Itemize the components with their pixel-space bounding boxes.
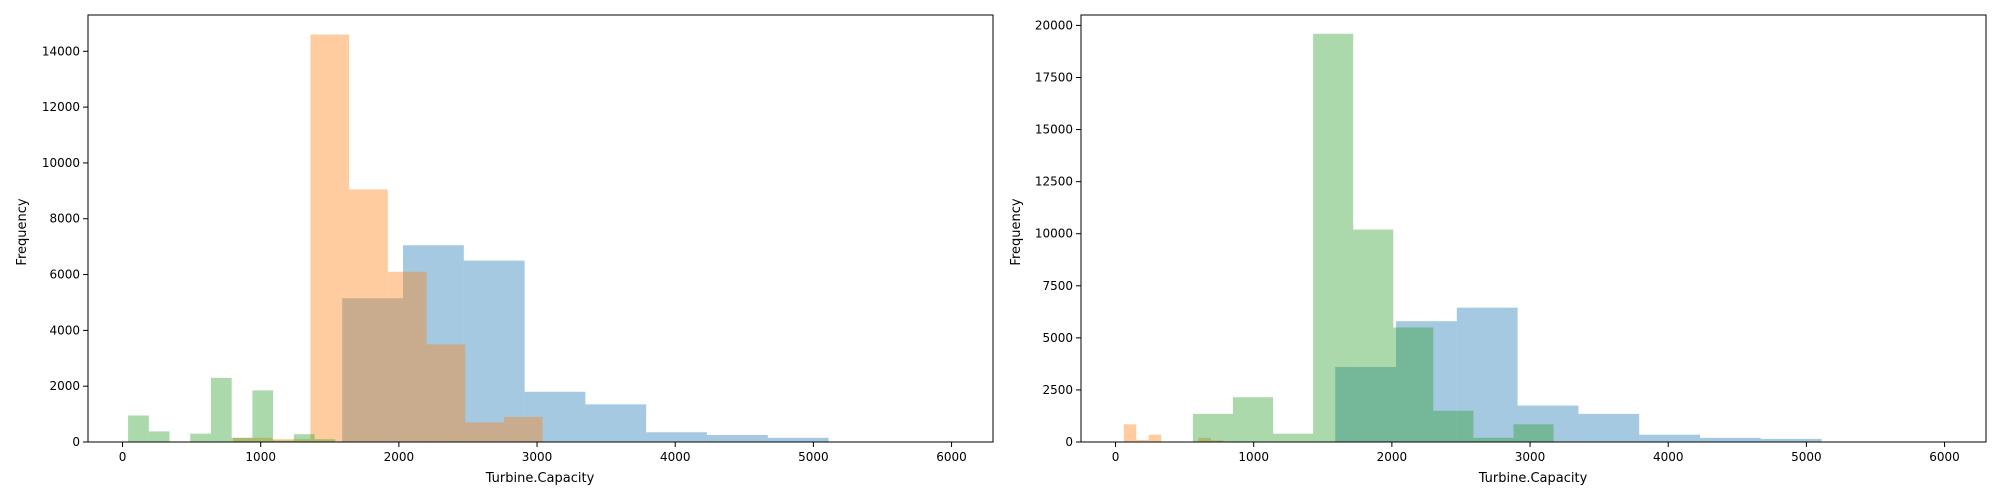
left-y-tick-label-1: 2000 bbox=[49, 379, 80, 393]
left-series-2-bar-5 bbox=[252, 390, 274, 442]
right-series-2-bar-4 bbox=[1353, 229, 1394, 442]
right-series-2-bar-2 bbox=[1273, 433, 1314, 442]
right-series-2-bar-1 bbox=[1232, 397, 1274, 442]
right-series-1-bar-1 bbox=[1136, 439, 1149, 442]
right-series-1-bar-5 bbox=[1210, 440, 1224, 442]
right-series-2-bar-0 bbox=[1192, 413, 1233, 442]
right-series-2-bar-5 bbox=[1393, 327, 1434, 442]
left-series-1-bar-1 bbox=[271, 439, 311, 442]
right-series-2-bar-8 bbox=[1513, 424, 1554, 442]
left-axes-frame bbox=[87, 14, 994, 443]
left-series-1-bar-4 bbox=[387, 271, 427, 442]
left-y-tick-label-0: 0 bbox=[72, 435, 80, 449]
right-series-0-bar-0 bbox=[1335, 367, 1397, 442]
right-series-2-bar-3 bbox=[1313, 33, 1354, 442]
left-y-tick-label-7: 14000 bbox=[42, 44, 80, 58]
left-series-2-bar-1 bbox=[148, 431, 170, 442]
left-x-axis-label: Turbine.Capacity bbox=[485, 471, 595, 486]
right-x-axis-label: Turbine.Capacity bbox=[1478, 471, 1588, 486]
right-y-tick-label-8: 20000 bbox=[1035, 18, 1073, 32]
left-series-2-bar-4 bbox=[231, 437, 253, 442]
left-y-tick-label-3: 6000 bbox=[49, 268, 80, 282]
right-series-0-bar-6 bbox=[1699, 437, 1761, 442]
left-series-1-bar-7 bbox=[503, 416, 543, 442]
right-y-tick-label-7: 17500 bbox=[1035, 70, 1073, 84]
left-x-tick-label-0: 0 bbox=[119, 450, 127, 464]
right-x-tick-label-5: 5000 bbox=[1791, 450, 1822, 464]
left-series-2-bar-3 bbox=[210, 377, 232, 442]
right-series-0-bar-2 bbox=[1456, 307, 1518, 442]
right-series-0-bar-4 bbox=[1578, 413, 1640, 442]
left-series-1-bar-5 bbox=[426, 344, 466, 442]
left-series-0-bar-6 bbox=[706, 435, 768, 442]
left-series-1-bar-0 bbox=[233, 437, 272, 442]
right-y-tick-label-1: 2500 bbox=[1042, 383, 1073, 397]
left-y-tick-label-5: 10000 bbox=[42, 156, 80, 170]
right-series-0-bar-3 bbox=[1517, 405, 1579, 442]
left-y-tick-label-4: 8000 bbox=[49, 212, 80, 226]
left-x-tick-label-4: 4000 bbox=[660, 450, 691, 464]
left-y-axis-label: Frequency bbox=[15, 198, 30, 265]
left-series-2-bar-2 bbox=[190, 433, 211, 442]
left-series-1-bar-2 bbox=[310, 34, 350, 442]
left-series-0-bar-0 bbox=[342, 298, 404, 442]
left-histogram-panel: Frequency Turbine.Capacity 0 1000 2000 3000… bbox=[15, 14, 994, 486]
right-y-tick-label-0: 0 bbox=[1065, 435, 1073, 449]
left-y-tick-label-2: 4000 bbox=[49, 323, 80, 337]
right-x-tick-label-4: 4000 bbox=[1653, 450, 1684, 464]
right-series-1-bar-2 bbox=[1148, 434, 1162, 442]
right-x-tick-label-2: 2000 bbox=[1377, 450, 1408, 464]
right-y-tick-label-3: 7500 bbox=[1042, 279, 1073, 293]
right-y-tick-label-6: 15000 bbox=[1035, 123, 1073, 137]
left-series-0-bar-4 bbox=[585, 404, 647, 442]
right-y-tick-label-5: 12500 bbox=[1035, 175, 1073, 189]
right-x-tick-label-1: 1000 bbox=[1238, 450, 1269, 464]
left-series-1-bar-3 bbox=[349, 189, 388, 442]
left-x-tick-label-3: 3000 bbox=[522, 450, 553, 464]
left-series-0-bar-2 bbox=[463, 260, 525, 442]
right-series-0-bar-1 bbox=[1396, 321, 1457, 442]
left-series-2-bar-8 bbox=[314, 439, 336, 442]
left-series-0-bar-1 bbox=[403, 245, 464, 442]
left-x-tick-label-1: 1000 bbox=[245, 450, 276, 464]
left-series-2-bar-6 bbox=[273, 440, 294, 442]
right-series-1-bar-4 bbox=[1198, 437, 1211, 442]
right-x-tick-label-0: 0 bbox=[1112, 450, 1120, 464]
right-y-axis-label: Frequency bbox=[1009, 198, 1024, 265]
right-y-tick-label-4: 10000 bbox=[1035, 227, 1073, 241]
left-series-0-bar-5 bbox=[646, 432, 707, 442]
right-series-0-bar-5 bbox=[1639, 434, 1700, 442]
right-series-2-bar-6 bbox=[1433, 410, 1474, 442]
left-series-0-bar-7 bbox=[767, 437, 829, 442]
left-series-0-bar-3 bbox=[524, 391, 586, 442]
left-series-2-bar-0 bbox=[128, 415, 149, 442]
right-series-0-bar-7 bbox=[1760, 438, 1822, 442]
right-histogram-panel: Frequency Turbine.Capacity 0 1000 2000 3000… bbox=[1009, 14, 1987, 486]
left-y-tick-label-6: 12000 bbox=[42, 100, 80, 114]
right-axes-frame bbox=[1080, 14, 1987, 443]
left-x-tick-label-6: 6000 bbox=[936, 450, 967, 464]
right-x-tick-label-6: 6000 bbox=[1929, 450, 1960, 464]
left-x-tick-label-2: 2000 bbox=[384, 450, 415, 464]
right-x-tick-label-3: 3000 bbox=[1515, 450, 1546, 464]
right-series-1-bar-0 bbox=[1123, 424, 1137, 442]
right-series-2-bar-7 bbox=[1473, 437, 1514, 442]
left-x-tick-label-5: 5000 bbox=[798, 450, 829, 464]
right-y-tick-label-2: 5000 bbox=[1042, 331, 1073, 345]
left-series-1-bar-6 bbox=[465, 422, 504, 442]
left-series-2-bar-7 bbox=[293, 434, 315, 442]
